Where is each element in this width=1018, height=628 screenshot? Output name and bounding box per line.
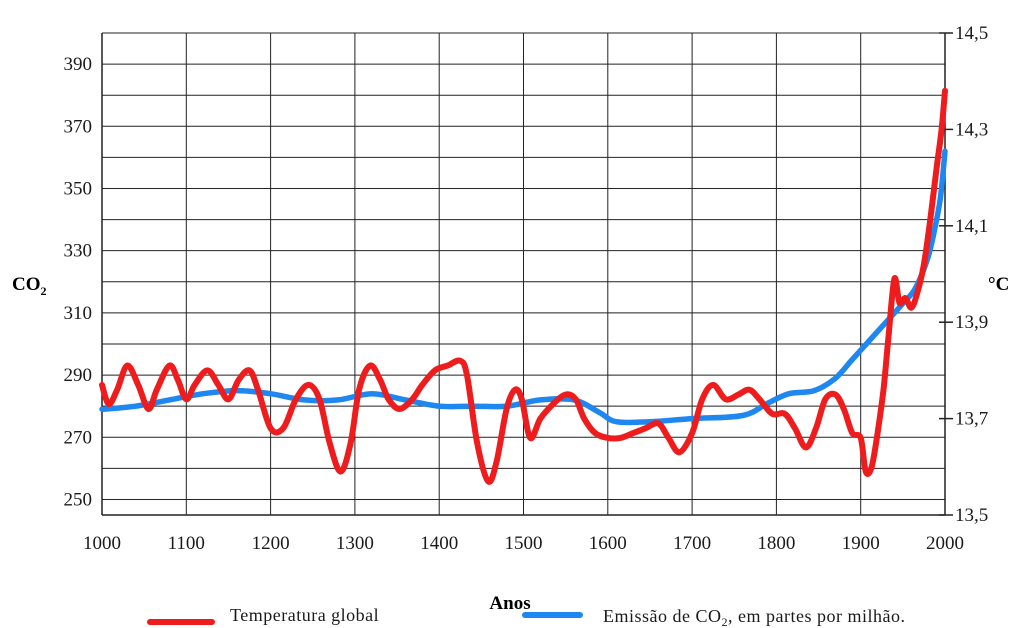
y-left-tick-label: 270 [64,427,93,448]
grid [101,32,953,516]
y-right-tick-label: 13,9 [955,312,988,333]
y-right-tick-label: 13,7 [955,409,988,430]
legend-label-co2-suffix: , em partes por milhão. [728,606,905,626]
x-tick-label: 1200 [252,533,290,554]
y-right-tick-label: 13,5 [955,505,988,526]
legend-label-temperature: Temperatura global [230,605,379,625]
series-co2-line [99,148,948,426]
x-tick-label: 1900 [842,533,880,554]
tick-labels: 1000 1100 1200 1300 1400 1500 1600 1700 1800 1900… [64,23,989,554]
y-axis-right-title: °C [988,274,1009,295]
legend-label-co2: Emissão de CO2, em partes por milhão. [603,606,905,628]
series-temperature-line [99,87,948,485]
series-lines [99,87,948,485]
legend-label-co2-sub: 2 [722,615,729,628]
y-left-tick-label: 310 [64,303,93,324]
y-left-tick-label: 370 [64,116,93,137]
x-tick-label: 1400 [420,533,458,554]
y-left-tick-label: 250 [64,489,93,510]
x-tick-label: 1800 [757,533,795,554]
legend: Temperatura global Emissão de CO2, em pa… [147,605,905,628]
y-axis-left-title-sub: 2 [41,284,47,298]
y-right-tick-label: 14,1 [955,216,988,237]
y-left-tick-label: 330 [64,241,93,262]
x-tick-label: 1500 [505,533,543,554]
x-tick-label: 1300 [336,533,374,554]
y-axis-left-title-main: CO [12,274,41,295]
x-tick-label: 1100 [168,533,205,554]
legend-label-co2-main: Emissão de CO [603,606,722,626]
x-tick-label: 2000 [926,533,964,554]
y-left-tick-label: 390 [64,54,93,75]
x-axis-title: Anos [489,593,530,614]
y-right-tick-label: 14,5 [955,23,988,44]
y-left-tick-label: 290 [64,365,93,386]
x-tick-label: 1700 [673,533,711,554]
y-left-tick-label: 350 [64,178,93,199]
x-tick-label: 1600 [589,533,627,554]
x-tick-label: 1000 [83,533,121,554]
y-right-tick-label: 14,3 [955,119,988,140]
y-axis-left-title: CO2 [12,274,47,298]
